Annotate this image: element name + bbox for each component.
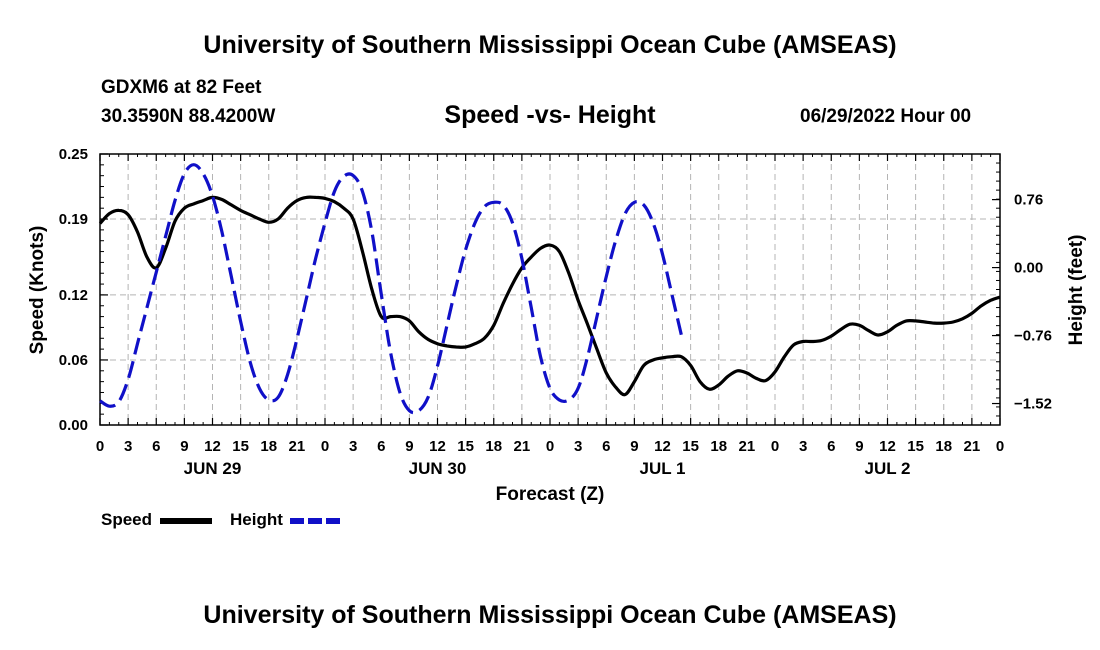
y-axis-label-right: Height (feet) xyxy=(1066,235,1087,346)
x-tick-label: 3 xyxy=(574,438,582,455)
x-tick-label: 0 xyxy=(771,438,779,455)
x-tick-label: 9 xyxy=(180,438,188,455)
y-left-tick-label: 0.06 xyxy=(59,352,88,369)
y-right-tick-label: −1.52 xyxy=(1014,396,1052,413)
x-tick-label: 0 xyxy=(996,438,1004,455)
location-label: 30.3590N 88.4200W xyxy=(101,106,276,127)
series-line-height xyxy=(99,163,683,415)
grid-layer xyxy=(100,154,1000,425)
x-tick-label: 18 xyxy=(260,438,277,455)
y-right-tick-label: 0.76 xyxy=(1014,192,1043,209)
x-tick-label: 6 xyxy=(152,438,160,455)
x-tick-label: 18 xyxy=(935,438,952,455)
x-tick-label: 15 xyxy=(457,438,474,455)
x-tick-label: 15 xyxy=(682,438,699,455)
labels-layer: 0 3 6 9 12 15 18 21 0 3 6 9 12 15 18 21 0 3 6 9 12 15 18 21 0 3 6 9… xyxy=(59,146,1052,478)
station-label: GDXM6 at 82 Feet xyxy=(101,77,262,98)
date-label: JUN 30 xyxy=(409,459,467,478)
legend-speed-label: Speed xyxy=(101,510,153,529)
x-tick-label: 12 xyxy=(879,438,896,455)
chart-subtitle: Speed -vs- Height xyxy=(444,101,656,129)
x-tick-label: 21 xyxy=(289,438,306,455)
x-tick-label: 0 xyxy=(96,438,104,455)
x-tick-label: 6 xyxy=(827,438,835,455)
x-tick-label: 21 xyxy=(964,438,981,455)
date-label: 06/29/2022 Hour 00 xyxy=(800,106,972,127)
series-layer xyxy=(98,163,1001,415)
x-tick-label: 0 xyxy=(321,438,329,455)
date-label: JUL 2 xyxy=(865,459,911,478)
x-tick-label: 12 xyxy=(429,438,446,455)
chart-title-bottom: University of Southern Mississippi Ocean… xyxy=(203,601,897,629)
series-line-speed xyxy=(98,195,1001,397)
x-tick-label: 6 xyxy=(602,438,610,455)
speed-height-chart: 0 3 6 9 12 15 18 21 0 3 6 9 12 15 18 21 0 3 6 9 12 15 18 21 0 3 6 9… xyxy=(27,146,1087,505)
x-tick-label: 18 xyxy=(485,438,502,455)
x-tick-label: 9 xyxy=(405,438,413,455)
y-left-tick-label: 0.19 xyxy=(59,211,88,228)
y-left-tick-label: 0.00 xyxy=(59,417,88,434)
x-tick-label: 3 xyxy=(349,438,357,455)
date-label: JUL 1 xyxy=(640,459,686,478)
ticks-layer xyxy=(99,153,1001,426)
x-tick-label: 18 xyxy=(710,438,727,455)
x-tick-label: 9 xyxy=(855,438,863,455)
x-tick-label: 9 xyxy=(630,438,638,455)
x-tick-label: 0 xyxy=(546,438,554,455)
x-tick-label: 3 xyxy=(799,438,807,455)
x-tick-label: 15 xyxy=(232,438,249,455)
y-left-tick-label: 0.12 xyxy=(59,287,88,304)
x-tick-label: 21 xyxy=(514,438,531,455)
x-tick-label: 12 xyxy=(654,438,671,455)
y-right-tick-label: −0.76 xyxy=(1014,328,1052,345)
chart-title-top: University of Southern Mississippi Ocean… xyxy=(203,31,897,59)
y-right-tick-label: 0.00 xyxy=(1014,260,1043,277)
y-axis-label-left: Speed (Knots) xyxy=(27,226,48,355)
legend-speed-line xyxy=(160,518,212,524)
y-left-tick-label: 0.25 xyxy=(59,146,88,163)
x-tick-label: 12 xyxy=(204,438,221,455)
legend-height-label: Height xyxy=(230,510,283,529)
x-tick-label: 15 xyxy=(907,438,924,455)
date-label: JUN 29 xyxy=(184,459,242,478)
x-axis-label: Forecast (Z) xyxy=(496,484,605,505)
legend-height-line xyxy=(290,518,342,524)
x-tick-label: 6 xyxy=(377,438,385,455)
x-tick-label: 3 xyxy=(124,438,132,455)
x-tick-label: 21 xyxy=(739,438,756,455)
